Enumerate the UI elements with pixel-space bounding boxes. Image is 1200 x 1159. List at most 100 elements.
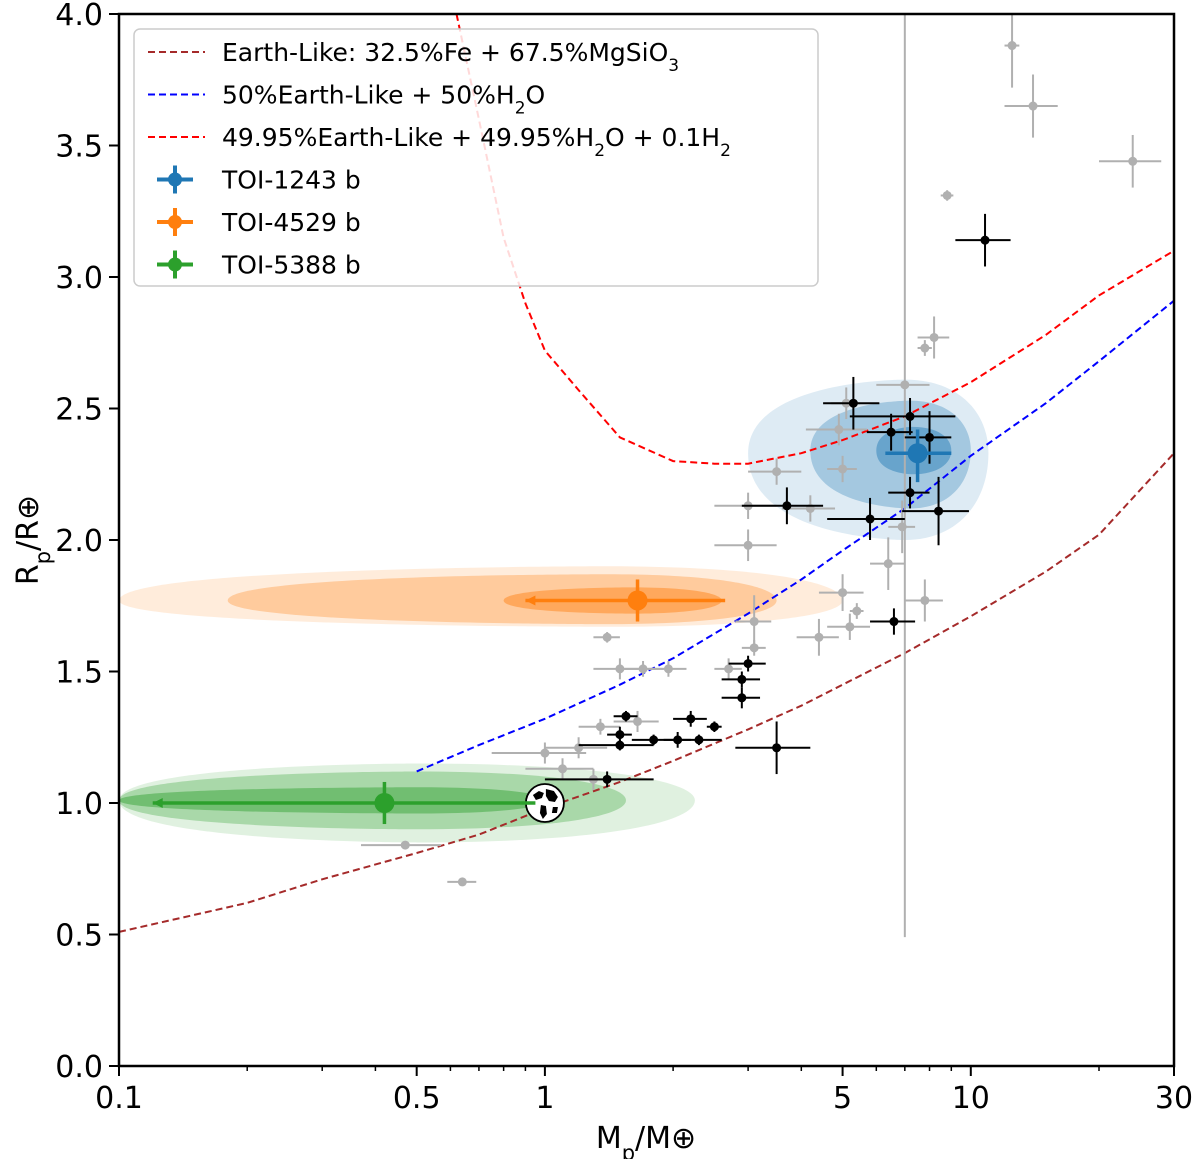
toi-4529-b-marker-group [525, 579, 726, 622]
legend-entry-5: TOI-4529 b [157, 208, 361, 237]
gray-planet-30 [578, 718, 620, 735]
planet-marker [848, 398, 858, 408]
planet-marker [627, 590, 648, 611]
y-tick-label: 4.0 [55, 0, 103, 33]
curve-1 [119, 452, 1174, 933]
planet-marker [865, 514, 875, 524]
curve-3 [455, 14, 1174, 465]
y-tick-label: 1.0 [55, 787, 103, 822]
black-planet-12 [721, 671, 761, 688]
planet-marker [595, 722, 605, 732]
legend-label-main: Earth-Like: 32.5%Fe + 67.5%MgSiO [222, 38, 668, 67]
gray-planet-16 [870, 537, 905, 590]
y-tick-label: 0.0 [55, 1050, 103, 1085]
planet-marker [374, 793, 395, 813]
gray-planet-29 [613, 710, 659, 732]
planet-marker [838, 464, 848, 474]
x-tick-label: 5 [833, 1081, 852, 1116]
legend-marker-swatch [168, 215, 182, 229]
planet-marker [633, 716, 643, 726]
axis-ticks: 0.1 0.5 1 5 10 30 0.0 0.5 1.0 1.5 2.0 2.5 3.0 3.5 4.0 [55, 0, 1193, 1116]
gray-planet-31 [544, 737, 608, 759]
planet-marker [400, 840, 410, 850]
planet-marker [694, 735, 704, 745]
legend-label-main: TOI-1243 b [221, 166, 361, 195]
planet-marker [772, 743, 782, 753]
x-tick-label: 30 [1155, 1081, 1193, 1116]
legend-label-tail: O [526, 81, 546, 110]
planet-marker [907, 443, 928, 464]
planet-marker [905, 488, 915, 498]
black-planet-8 [902, 476, 969, 546]
gray-planet-5 [917, 316, 950, 359]
planet-marker [772, 467, 782, 477]
planet-marker [934, 506, 944, 516]
gray-planet-33 [525, 758, 594, 780]
black-planet-6 [741, 487, 824, 525]
planet-marker [615, 730, 625, 740]
toi-1243-b-marker-group [885, 429, 952, 483]
gray-planet-20 [827, 613, 871, 640]
planet-marker [834, 425, 844, 435]
black-planet-21 [673, 734, 722, 746]
planet-marker [852, 606, 862, 616]
gray-planet-23 [735, 595, 772, 648]
legend-label-main: 49.95%Earth-Like + 49.95%H [222, 123, 594, 152]
legend-label-main: TOI-5388 b [221, 251, 361, 280]
x-tick-label: 0.1 [95, 1081, 143, 1116]
legend-box [133, 28, 819, 287]
y-tick-label: 0.5 [55, 919, 103, 954]
earth-continent-2 [545, 789, 558, 802]
gray-planet-7 [876, 14, 930, 938]
gray-planet-9 [805, 413, 867, 446]
earth-continent-3 [539, 805, 547, 819]
y-tick-label: 2.5 [55, 393, 103, 428]
planet-marker [897, 522, 907, 532]
legend-label-tail: O + 0.1H [605, 123, 720, 152]
legend-label: 50%Earth-Like + 50%H2O [222, 81, 545, 119]
upper-limit-arrow [152, 798, 163, 808]
planet-marker [602, 632, 612, 642]
gray-planet-28 [714, 658, 742, 680]
planet-marker [602, 774, 612, 784]
planet-marker [737, 674, 747, 684]
contour-toi-4529-b-2 [227, 574, 777, 625]
legend-label-subscript: 2 [515, 99, 526, 119]
planet-marker [1128, 156, 1138, 166]
planet-marker [457, 877, 467, 887]
planet-marker [649, 735, 659, 745]
planet-marker [737, 693, 747, 703]
legend-label: 49.95%Earth-Like + 49.95%H2O + 0.1H2 [222, 123, 731, 161]
contour-toi-5388-b-3 [119, 787, 545, 814]
legend-label-main: 50%Earth-Like + 50%H [222, 81, 515, 110]
black-planet-2 [849, 397, 956, 435]
planet-marker [1007, 41, 1017, 51]
black-planet-4 [904, 411, 952, 464]
gray-planet-4 [940, 190, 954, 201]
earth-continent-1 [532, 791, 544, 800]
gray-planet-18 [904, 579, 943, 622]
y-tick-label: 3.5 [55, 130, 103, 165]
planet-marker [621, 711, 631, 721]
black-planet-22 [735, 721, 811, 775]
x-tick-label: 0.5 [393, 1081, 441, 1116]
gray-planet-27 [648, 660, 687, 677]
planet-marker [925, 432, 935, 442]
black-planet-15 [673, 710, 707, 727]
curve-2 [416, 299, 1174, 773]
black-planet-23 [544, 771, 654, 788]
x-tick-label: 10 [952, 1081, 990, 1116]
gray-planet-11 [827, 455, 857, 483]
x-tick-label: 1 [535, 1081, 554, 1116]
planet-marker [709, 722, 719, 732]
planet-marker [663, 664, 673, 674]
gray-planet-6 [917, 340, 932, 356]
planet-marker [1028, 101, 1038, 111]
legend-label: TOI-1243 b [221, 166, 361, 195]
x-axis-title-sub-p: p [622, 1141, 635, 1159]
contour-toi-5388-b-2 [119, 771, 626, 830]
planet-marker [942, 190, 952, 200]
planet-marker [782, 501, 792, 511]
gray-planet-35 [360, 840, 441, 850]
